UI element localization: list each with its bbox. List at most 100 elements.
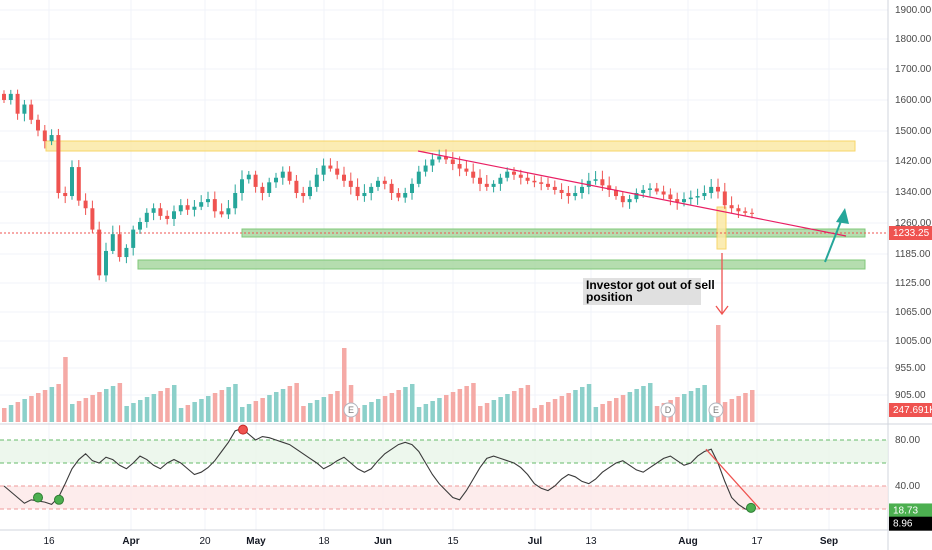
price-tick-label: 1005.00 xyxy=(895,336,932,347)
candle-body xyxy=(151,208,156,213)
candle-body xyxy=(328,165,333,169)
price-tick-label: 1500.00 xyxy=(895,126,932,137)
candle-body xyxy=(178,205,183,212)
candle-body xyxy=(342,174,346,181)
candle-body xyxy=(246,174,251,180)
volume-bar xyxy=(573,390,578,422)
date-tick-label: 16 xyxy=(43,536,55,547)
date-tick-label: 18 xyxy=(318,536,330,547)
candle-body xyxy=(464,168,469,172)
rsi-marker-red xyxy=(238,424,248,435)
volume-bar xyxy=(471,383,476,422)
candle-body xyxy=(450,159,455,165)
volume-bar xyxy=(287,386,293,422)
volume-bar xyxy=(49,387,55,422)
candle-body xyxy=(83,200,88,209)
price-tick-label: 1700.00 xyxy=(895,64,932,75)
last-price-tag: 1233.25 xyxy=(893,228,930,239)
event-marker xyxy=(708,402,724,418)
volume-bar xyxy=(342,348,347,422)
volume-bar xyxy=(423,404,429,422)
volume-bar xyxy=(97,392,102,422)
candle-body xyxy=(423,165,428,172)
candle-body xyxy=(362,193,367,197)
rsi-pane[interactable] xyxy=(0,424,888,513)
volume-bar xyxy=(233,384,238,422)
down-arrow-head xyxy=(715,305,729,316)
candle-body xyxy=(233,193,238,209)
volume-bar xyxy=(328,394,333,422)
volume-bar xyxy=(151,394,157,422)
candle-body xyxy=(709,186,714,193)
volume-bar xyxy=(301,406,306,422)
rsi-value-tag: 18.73 xyxy=(893,505,918,516)
volume-bar xyxy=(90,395,95,422)
candle-body xyxy=(471,171,476,178)
candle-body xyxy=(287,171,292,181)
volume-bar xyxy=(8,405,14,422)
candle-body xyxy=(593,179,598,181)
price-tick-label: 1260.00 xyxy=(895,218,932,229)
price-tick-label: 1420.00 xyxy=(895,156,932,167)
support-zone-lower xyxy=(137,259,866,270)
candle-body xyxy=(294,180,299,193)
volume-bar xyxy=(750,390,755,422)
candle-body xyxy=(376,180,380,187)
volume-bar xyxy=(138,400,143,422)
candle-body xyxy=(240,179,244,193)
candle-body xyxy=(63,193,68,197)
volume-bar xyxy=(566,393,571,422)
date-tick-label: Jul xyxy=(528,536,543,547)
candle-body xyxy=(641,189,646,193)
candle-body xyxy=(416,171,421,184)
candle-body xyxy=(2,93,6,100)
candle-body xyxy=(219,211,224,215)
volume-bar xyxy=(104,389,109,422)
volume-bar xyxy=(532,408,537,422)
candle-body xyxy=(444,156,448,160)
annotation-box xyxy=(583,278,701,305)
trendline xyxy=(417,150,847,237)
rsi-marker-green xyxy=(54,494,64,505)
candle-body xyxy=(158,208,163,216)
candle-body xyxy=(49,135,54,142)
volume-bar xyxy=(450,392,456,422)
drawings[interactable]: Investor got out of sell position E D E xyxy=(343,150,849,418)
candle-body xyxy=(559,189,564,193)
volume-bar xyxy=(117,383,123,422)
volume-bar xyxy=(321,397,327,422)
candle-body xyxy=(661,191,666,195)
volume-bar xyxy=(294,383,299,422)
candlestick-series[interactable] xyxy=(2,89,754,282)
candle-body xyxy=(355,186,360,197)
candle-body xyxy=(484,183,489,187)
volume-bar xyxy=(178,408,184,422)
candle-body xyxy=(654,188,659,192)
candle-body xyxy=(614,189,618,197)
candle-body xyxy=(199,202,204,207)
candle-body xyxy=(729,205,734,209)
date-tick-label: 20 xyxy=(199,536,211,547)
volume-bar xyxy=(464,386,469,422)
candle-body xyxy=(695,196,700,198)
price-tick-label: 1340.00 xyxy=(895,187,932,198)
rsi-trendline xyxy=(705,448,761,510)
volume-bar xyxy=(416,407,422,422)
candle-body xyxy=(70,167,74,197)
volume-bar xyxy=(539,405,544,422)
volume-bar xyxy=(83,398,89,422)
price-tick-label: 905.00 xyxy=(895,390,926,401)
volume-bar xyxy=(206,396,211,422)
candle-body xyxy=(552,186,557,190)
price-tick-label: 1125.00 xyxy=(895,278,931,289)
volume-bar xyxy=(695,388,701,422)
volume-bar xyxy=(654,406,660,422)
volume-bar xyxy=(172,385,177,422)
volume-bar xyxy=(722,402,728,422)
volume-bar xyxy=(410,384,415,422)
candle-body xyxy=(512,171,516,175)
date-tick-label: Apr xyxy=(122,536,139,547)
volume-bar xyxy=(369,402,374,422)
candle-body xyxy=(498,177,503,184)
